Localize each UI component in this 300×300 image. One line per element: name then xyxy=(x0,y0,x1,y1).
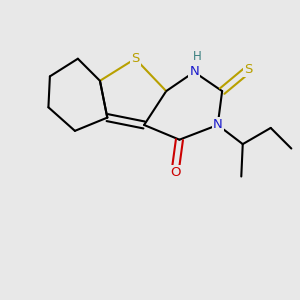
Text: N: N xyxy=(213,118,223,131)
Text: S: S xyxy=(131,52,140,65)
Text: S: S xyxy=(244,62,253,76)
Text: N: N xyxy=(189,65,199,79)
Text: H: H xyxy=(193,50,202,63)
Text: O: O xyxy=(170,166,180,178)
